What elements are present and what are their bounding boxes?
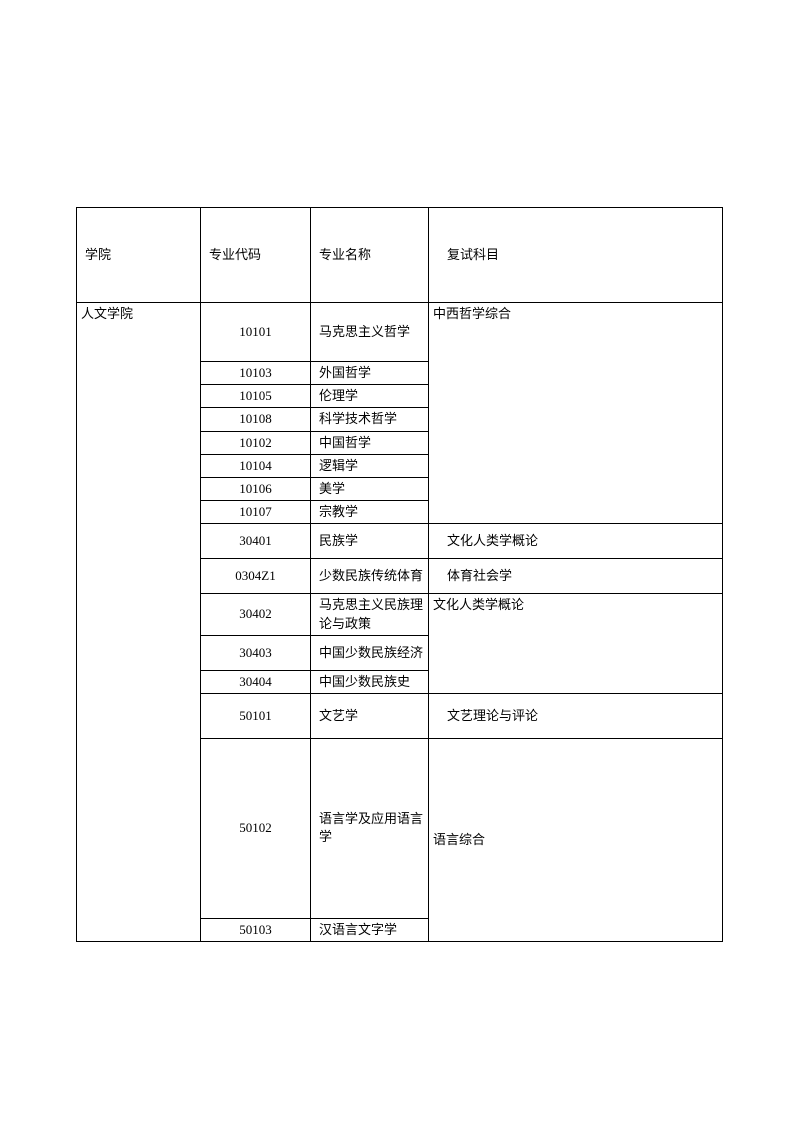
college-cell: 人文学院 [77,303,201,942]
col-header-name: 专业名称 [311,208,429,303]
code-cell: 10101 [201,303,311,362]
subject-cell: 体育社会学 [429,559,723,594]
name-cell: 语言学及应用语言学 [311,738,429,918]
code-cell: 30401 [201,524,311,559]
name-cell: 中国少数民族经济 [311,635,429,670]
name-cell: 马克思主义民族理论与政策 [311,594,429,635]
code-cell: 50103 [201,918,311,941]
table-row: 人文学院 10101 马克思主义哲学 中西哲学综合 [77,303,723,362]
code-cell: 10106 [201,477,311,500]
code-cell: 10108 [201,408,311,431]
name-cell: 伦理学 [311,385,429,408]
subject-cell: 语言综合 [429,738,723,941]
code-cell: 10102 [201,431,311,454]
name-cell: 马克思主义哲学 [311,303,429,362]
name-cell: 文艺学 [311,693,429,738]
majors-table: 学院 专业代码 专业名称 复试科目 人文学院 10101 马克思主义哲学 中西哲… [76,207,723,942]
col-header-subject: 复试科目 [429,208,723,303]
name-cell: 外国哲学 [311,362,429,385]
col-header-code: 专业代码 [201,208,311,303]
table-header-row: 学院 专业代码 专业名称 复试科目 [77,208,723,303]
name-cell: 中国少数民族史 [311,670,429,693]
name-cell: 汉语言文字学 [311,918,429,941]
code-cell: 30404 [201,670,311,693]
col-header-college: 学院 [77,208,201,303]
subject-cell: 中西哲学综合 [429,303,723,524]
subject-cell: 文化人类学概论 [429,594,723,694]
subject-cell: 文化人类学概论 [429,524,723,559]
subject-cell: 文艺理论与评论 [429,693,723,738]
name-cell: 逻辑学 [311,454,429,477]
code-cell: 10107 [201,501,311,524]
code-cell: 50102 [201,738,311,918]
code-cell: 0304Z1 [201,559,311,594]
code-cell: 10105 [201,385,311,408]
name-cell: 中国哲学 [311,431,429,454]
code-cell: 30403 [201,635,311,670]
code-cell: 30402 [201,594,311,635]
code-cell: 10104 [201,454,311,477]
name-cell: 民族学 [311,524,429,559]
name-cell: 美学 [311,477,429,500]
name-cell: 科学技术哲学 [311,408,429,431]
name-cell: 少数民族传统体育 [311,559,429,594]
code-cell: 50101 [201,693,311,738]
name-cell: 宗教学 [311,501,429,524]
code-cell: 10103 [201,362,311,385]
